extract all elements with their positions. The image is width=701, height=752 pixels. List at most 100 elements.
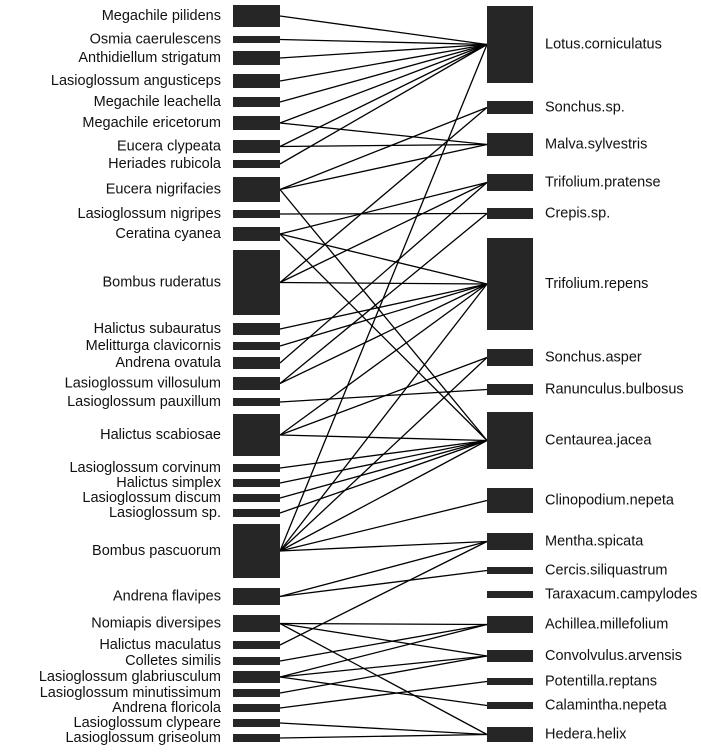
plant-box-mentha-spicata	[487, 533, 533, 550]
pollinator-box-melitturga-clavicornis	[233, 342, 280, 350]
pollinator-label: Colletes similis	[125, 653, 221, 669]
pollinator-label: Lasioglossum discum	[82, 490, 221, 506]
pollinator-box-eucera-clypeata	[233, 140, 280, 153]
plant-box-lotus-corniculatus	[487, 6, 533, 83]
pollinator-label: Halictus subauratus	[94, 321, 221, 337]
plant-label: Centaurea.jacea	[545, 433, 652, 449]
pollinator-box-eucera-nigrifacies	[233, 177, 280, 202]
link-lasioglossum-angusticeps--lotus-corniculatus	[279, 43, 488, 82]
pollinator-box-halictus-subauratus	[233, 323, 280, 335]
plant-label: Ranunculus.bulbosus	[545, 382, 684, 398]
link-halictus-scabiosae--centaurea-jacea	[279, 434, 488, 442]
pollinator-box-lasioglossum-angusticeps	[233, 74, 280, 88]
link-lasioglossum-glabriusculum--convolvulus-arvensis	[279, 655, 488, 678]
pollinator-box-bombus-pascuorum	[233, 524, 280, 578]
pollinator-box-megachile-ericetorum	[233, 116, 280, 130]
pollinator-box-lasioglossum-villosulum	[233, 377, 280, 390]
pollinator-label: Ceratina cyanea	[115, 226, 222, 242]
pollinator-label: Andrena floricola	[112, 700, 222, 716]
pollinator-box-andrena-flavipes	[233, 588, 280, 605]
link-lasioglossum-griseolum--hedera-helix	[279, 733, 488, 739]
plant-label: Clinopodium.nepeta	[545, 493, 675, 509]
link-lasioglossum-nigripes--crepis-sp	[279, 212, 488, 215]
link-bombus-ruderatus--trifolium-repens	[279, 281, 488, 285]
link-halictus-scabiosae--sonchus-asper	[279, 356, 488, 436]
pollinator-label: Osmia caerulescens	[90, 32, 221, 48]
pollinator-box-megachile-leachella	[233, 97, 280, 107]
pollinator-box-lasioglossum-clypeare	[233, 719, 280, 727]
pollinator-label: Heriades rubicola	[108, 156, 222, 172]
pollinator-label: Halictus maculatus	[99, 637, 221, 653]
pollinator-box-ceratina-cyanea	[233, 227, 280, 241]
link-colletes-similis--achillea-millefolium	[279, 623, 488, 662]
link-ceratina-cyanea--trifolium-repens	[279, 233, 488, 285]
link-lasioglossum-villosulum--trifolium-repens	[279, 283, 488, 385]
plant-box-trifolium-pratense	[487, 174, 533, 191]
pollinator-label: Lasioglossum nigripes	[78, 206, 221, 222]
link-ceratina-cyanea--centaurea-jacea	[279, 233, 488, 441]
pollinator-label: Anthidiellum strigatum	[78, 50, 221, 66]
link-ceratina-cyanea--trifolium-pratense	[279, 181, 488, 235]
link-bombus-pascuorum--lotus-corniculatus	[279, 44, 488, 552]
pollinator-label: Lasioglossum villosulum	[65, 376, 221, 392]
link-bombus-pascuorum--sonchus-asper	[279, 357, 488, 552]
pollinator-label: Lasioglossum angusticeps	[51, 73, 221, 89]
pollinator-box-lasioglossum-glabriusculum	[233, 671, 280, 683]
plant-boxes	[487, 6, 533, 742]
pollinator-box-bombus-ruderatus	[233, 250, 280, 315]
link-eucera-nigrifacies--malva-sylvestris	[279, 143, 488, 191]
pollinator-label: Halictus simplex	[116, 475, 221, 491]
link-nomiapis-diversipes--hedera-helix	[279, 622, 488, 736]
link-nomiapis-diversipes--achillea-millefolium	[279, 622, 488, 626]
link-bombus-pascuorum--trifolium-repens	[279, 283, 488, 552]
link-halictus-simplex--centaurea-jacea	[279, 439, 488, 484]
link-lasioglossum-minutissimum--convolvulus-arvensis	[279, 655, 488, 694]
link-eucera-nigrifacies--sonchus-sp	[279, 106, 488, 191]
link-osmia-caerulescens--lotus-corniculatus	[279, 38, 488, 46]
link-bombus-pascuorum--centaurea-jacea	[279, 439, 488, 552]
plant-box-clinopodium-nepeta	[487, 488, 533, 513]
link-lasioglossum-glabriusculum--calamintha-nepeta	[279, 676, 488, 707]
plant-label: Trifolium.repens	[545, 276, 648, 292]
pollinator-label: Lasioglossum glabriusculum	[39, 669, 221, 685]
link-anthidiellum-strigatum--lotus-corniculatus	[279, 43, 488, 59]
pollinator-label: Lasioglossum griseolum	[65, 730, 221, 746]
plant-box-calamintha-nepeta	[487, 702, 533, 709]
link-andrena-flavipes--mentha-spicata	[279, 540, 488, 598]
pollinator-box-andrena-ovatula	[233, 357, 280, 369]
link-andrena-floricola--potentilla-reptans	[279, 680, 488, 709]
pollinator-box-lasioglossum-discum	[233, 494, 280, 502]
plant-box-trifolium-repens	[487, 238, 533, 330]
plant-box-taraxacum-campylodes	[487, 591, 533, 598]
link-lasioglossum-discum--centaurea-jacea	[279, 439, 488, 499]
plant-label: Potentilla.reptans	[545, 674, 657, 690]
plant-box-crepis-sp	[487, 208, 533, 219]
pollinator-label: Eucera nigrifacies	[106, 182, 221, 198]
link-melitturga-clavicornis--trifolium-repens	[279, 283, 488, 347]
pollinator-box-lasioglossum-nigripes	[233, 210, 280, 218]
plant-label: Mentha.spicata	[545, 534, 644, 550]
plant-label: Crepis.sp.	[545, 206, 610, 222]
link-megachile-pilidens--lotus-corniculatus	[279, 15, 488, 46]
plant-box-potentilla-reptans	[487, 678, 533, 685]
pollinator-label: Lasioglossum sp.	[109, 505, 221, 521]
pollinator-label: Eucera clypeata	[117, 139, 222, 155]
interaction-links	[279, 15, 488, 739]
pollinator-box-osmia-caerulescens	[233, 36, 280, 43]
plant-label: Hedera.helix	[545, 727, 627, 743]
plant-label: Convolvulus.arvensis	[545, 648, 682, 664]
link-lasioglossum-clypeare--hedera-helix	[279, 722, 488, 736]
link-halictus-maculatus--mentha-spicata	[279, 540, 488, 646]
link-bombus-ruderatus--trifolium-pratense	[279, 181, 488, 284]
plant-label: Sonchus.sp.	[545, 100, 625, 116]
pollinator-box-lasioglossum-sp	[233, 509, 280, 517]
pollinator-box-megachile-pilidens	[233, 5, 280, 27]
plant-box-convolvulus-arvensis	[487, 650, 533, 662]
pollinator-box-heriades-rubicola	[233, 160, 280, 168]
pollinator-box-lasioglossum-pauxillum	[233, 398, 280, 406]
pollinator-label: Andrena ovatula	[115, 355, 222, 371]
plant-label: Cercis.siliquastrum	[545, 563, 667, 579]
plant-label: Trifolium.pratense	[545, 175, 661, 191]
link-halictus-subauratus--trifolium-repens	[279, 283, 488, 330]
